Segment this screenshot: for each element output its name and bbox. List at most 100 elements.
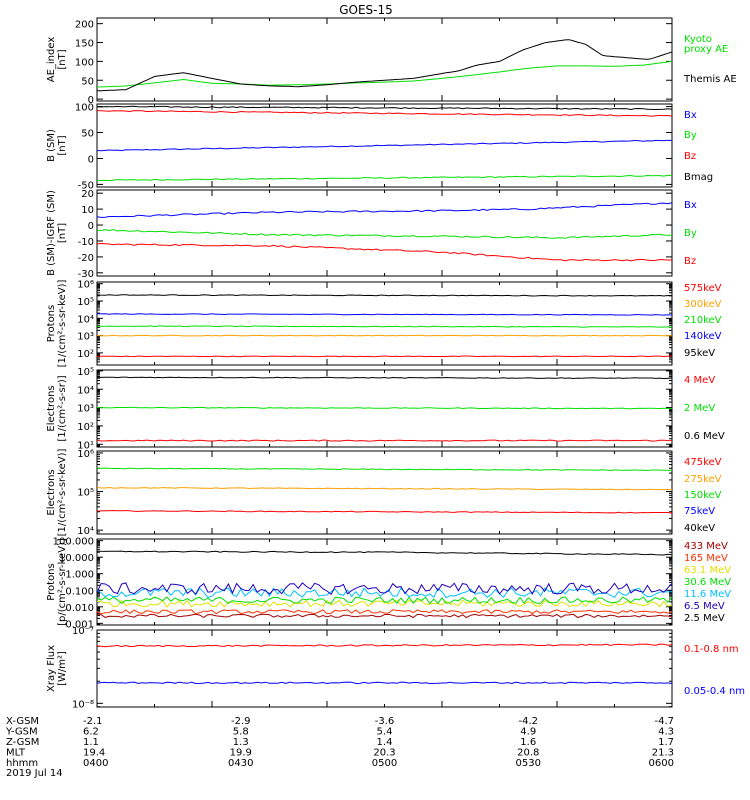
y-tick-label: 0 xyxy=(88,95,94,106)
y-tick-label: 10⁶ xyxy=(77,280,94,291)
y-axis-unit: [W/m²] xyxy=(57,651,68,686)
panel-frame xyxy=(96,189,673,277)
y-tick-label: 10⁶ xyxy=(77,449,94,460)
series-line xyxy=(97,681,672,685)
legend-entry: 210keV xyxy=(684,315,722,326)
legend-entry: By xyxy=(684,130,697,141)
y-tick-label: 10⁻⁸ xyxy=(72,699,94,710)
series-line xyxy=(97,202,672,218)
legend-entry: 6.5 MeV xyxy=(684,601,725,612)
panel-frame xyxy=(96,17,673,102)
y-tick-label: -30 xyxy=(78,269,94,280)
plot-title: GOES-15 xyxy=(339,3,393,17)
y-axis-unit: [1/(cm²-s-sr)] xyxy=(57,375,68,441)
ephemeris-value: 21.3 xyxy=(652,748,674,759)
series-line xyxy=(97,613,672,619)
y-tick-label: 10⁵ xyxy=(77,488,94,499)
ephemeris-value: 0400 xyxy=(83,758,108,769)
y-tick-label: 0.100 xyxy=(65,586,94,597)
legend-entry: By xyxy=(684,228,697,239)
y-tick-label: -20 xyxy=(78,253,94,264)
legend-entry: 95keV xyxy=(684,348,715,359)
series-line xyxy=(97,509,672,514)
ephemeris-row-label: X-GSM xyxy=(6,716,39,727)
panel-3: -30 -20 -10 0 10 20 B (SM)-IGRF (SM) [nT] Bx By Bz xyxy=(46,189,697,280)
y-tick-label: 100 xyxy=(75,103,94,114)
series-line xyxy=(97,609,672,615)
series-line xyxy=(97,325,672,328)
legend-entry: proxy AE xyxy=(684,44,728,55)
series-line xyxy=(97,467,672,472)
series-line xyxy=(97,334,672,337)
ephemeris-row-label: hhmm xyxy=(6,758,38,769)
legend-entry: 4 MeV xyxy=(684,375,715,386)
y-tick-label: 10⁻⁷ xyxy=(72,626,94,637)
series-line xyxy=(97,229,672,239)
series-line xyxy=(97,376,672,380)
legend-entry: 63.1 MeV xyxy=(684,565,731,576)
legend-entry: 2 MeV xyxy=(684,403,715,414)
ephemeris-value: -4.2 xyxy=(518,716,538,727)
y-tick-label: 10³ xyxy=(77,404,94,415)
series-line xyxy=(97,355,672,358)
y-tick-label: 0.010 xyxy=(65,603,94,614)
y-axis-unit: [nT] xyxy=(57,135,68,155)
series-line xyxy=(97,242,672,262)
y-axis-label: AE_index xyxy=(46,37,57,83)
ephemeris-value: -3.6 xyxy=(375,716,395,727)
y-tick-label: 0 xyxy=(88,154,94,165)
y-axis-label: Protons xyxy=(46,305,57,342)
series-line xyxy=(97,406,672,410)
y-axis-label: Electrons xyxy=(46,469,57,515)
y-tick-label: 10³ xyxy=(77,332,94,343)
ephemeris-value: 1.1 xyxy=(83,737,99,748)
panel-frame xyxy=(96,629,673,708)
ephemeris-value: -2.9 xyxy=(231,716,251,727)
legend-entry: 165 MeV xyxy=(684,553,728,564)
ephemeris-value: 0430 xyxy=(228,758,253,769)
legend-entry: 2.5 MeV xyxy=(684,613,725,624)
y-tick-label: 10² xyxy=(77,422,94,433)
panel-7: 0.001 0.010 0.100 1.000 10.000 100.000 Protons… xyxy=(46,537,731,631)
y-axis-label: B (SM) xyxy=(46,129,57,162)
ephemeris-value: 19.9 xyxy=(230,748,252,759)
series-line xyxy=(97,643,672,648)
series-line xyxy=(97,110,672,117)
ephemeris-value: 0500 xyxy=(372,758,397,769)
legend-entry: 40keV xyxy=(684,523,715,534)
ephemeris-value: 6.2 xyxy=(83,727,99,738)
legend-entry: Bx xyxy=(684,110,697,121)
legend-entry: 475keV xyxy=(684,457,722,468)
ephemeris-value: -4.7 xyxy=(654,716,674,727)
legend-entry: 11.6 MeV xyxy=(684,589,731,600)
series-line xyxy=(97,596,672,605)
legend-entry: Kyoto xyxy=(684,34,712,45)
panel-4: 10² 10³ 10⁴ 10⁵ 10⁶ Protons [1/(cm²-s-sr-keV)]… xyxy=(46,280,722,368)
ephemeris-row-label: MLT xyxy=(6,748,26,759)
ephemeris-row-label: Z-GSM xyxy=(6,737,39,748)
legend-entry: 150keV xyxy=(684,490,722,501)
y-axis-label: Xray Flux xyxy=(46,645,57,692)
series-line xyxy=(97,139,672,152)
series-line xyxy=(97,550,672,556)
y-axis-unit: [nT] xyxy=(57,223,68,243)
legend-entry: 575keV xyxy=(684,283,722,294)
y-tick-label: 10 xyxy=(81,205,94,216)
panel-frame xyxy=(96,450,673,535)
y-tick-label: 10.000 xyxy=(59,553,94,564)
panel-8: 10⁻⁸ 10⁻⁷ Xray Flux [W/m²] 0.1-0.8 nm 0.05-0.… xyxy=(46,626,745,710)
legend-entry: Bz xyxy=(684,151,696,162)
legend-entry: 75keV xyxy=(684,506,715,517)
legend-entry: 0.1-0.8 nm xyxy=(684,644,739,655)
y-tick-label: 20 xyxy=(81,189,94,200)
y-axis-label: B (SM)-IGRF (SM) xyxy=(46,190,57,276)
series-line xyxy=(97,439,672,442)
y-tick-label: 150 xyxy=(75,39,94,50)
panel-2: -50 0 50 100 B (SM) [nT] Bx By Bz Bmag xyxy=(46,103,713,192)
series-line xyxy=(97,294,672,297)
y-tick-label: 100 xyxy=(75,57,94,68)
series-line xyxy=(97,313,672,316)
